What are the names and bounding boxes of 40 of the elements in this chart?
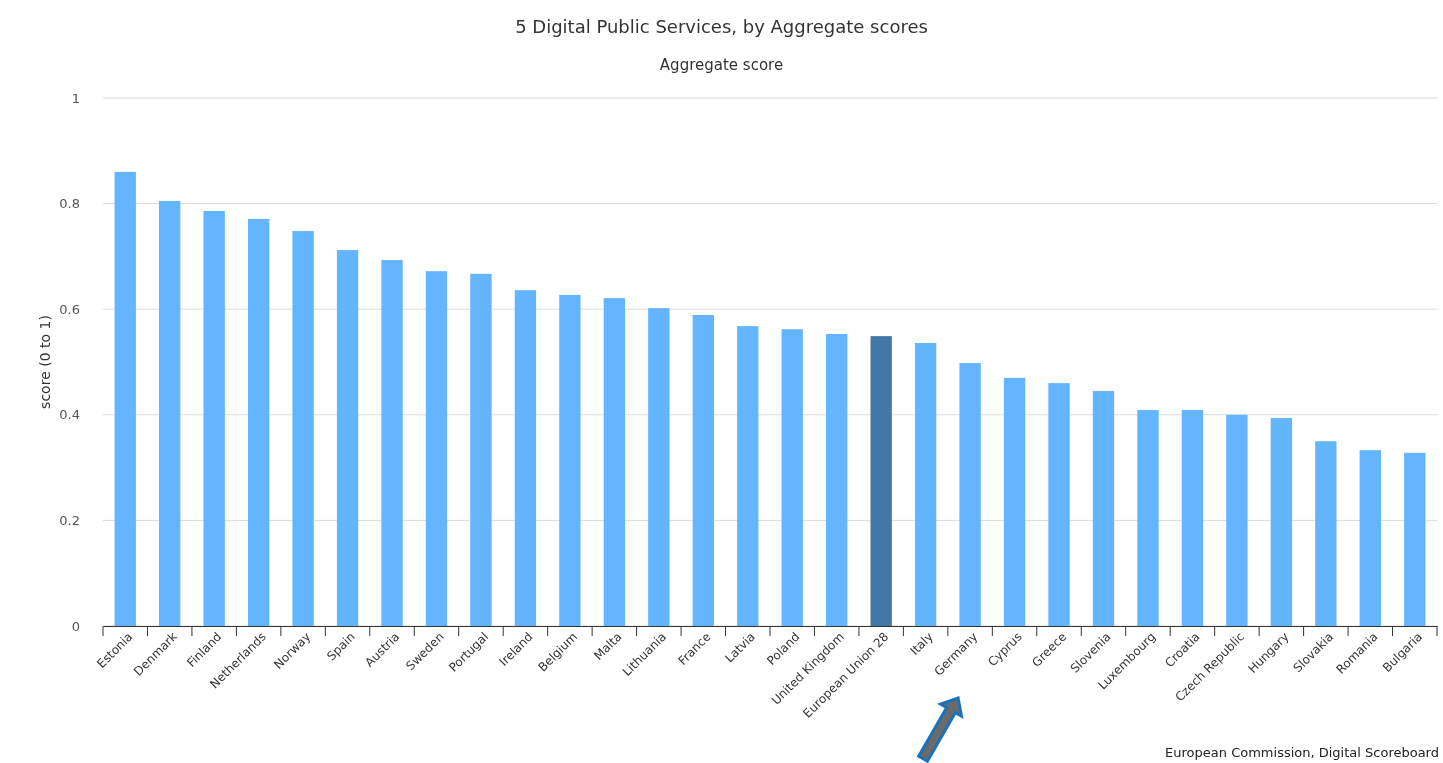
bar (1404, 452, 1426, 626)
bar (336, 250, 359, 626)
bar (914, 342, 937, 626)
y-tick-label: 0 (71, 618, 80, 634)
bar (514, 290, 537, 626)
chart-title: 5 Digital Public Services, by Aggregate scores (515, 16, 928, 37)
bar (692, 315, 714, 626)
bar (1315, 441, 1337, 626)
bar (203, 210, 225, 626)
bar (737, 326, 759, 626)
bar (870, 336, 892, 626)
bar (959, 363, 981, 626)
bar (1137, 410, 1159, 626)
bar (559, 294, 581, 626)
y-axis-title: score (0 to 1) (37, 315, 53, 409)
bar (781, 329, 803, 626)
bar (1181, 410, 1204, 626)
bar (1092, 391, 1115, 626)
y-tick-label: 0.2 (59, 513, 80, 529)
bar (648, 308, 670, 626)
y-tick-label: 1 (71, 90, 80, 106)
chart-subtitle: Aggregate score (659, 56, 784, 74)
bar (1270, 417, 1293, 626)
y-tick-label: 0.4 (59, 407, 80, 423)
bar (247, 218, 270, 626)
bar (292, 231, 314, 626)
bar (603, 298, 626, 626)
bar (1048, 383, 1070, 626)
bar (1226, 414, 1248, 626)
bar (1003, 377, 1026, 626)
bar (470, 273, 492, 626)
y-tick-label: 0.8 (59, 196, 80, 212)
y-tick-label: 0.6 (59, 301, 80, 317)
bar (1359, 450, 1381, 626)
bar (114, 171, 136, 626)
text: European Commission, Digital Scoreboard (1165, 745, 1439, 760)
bar (159, 200, 181, 626)
bar (381, 260, 403, 626)
bar (425, 271, 448, 626)
bar (826, 334, 848, 626)
